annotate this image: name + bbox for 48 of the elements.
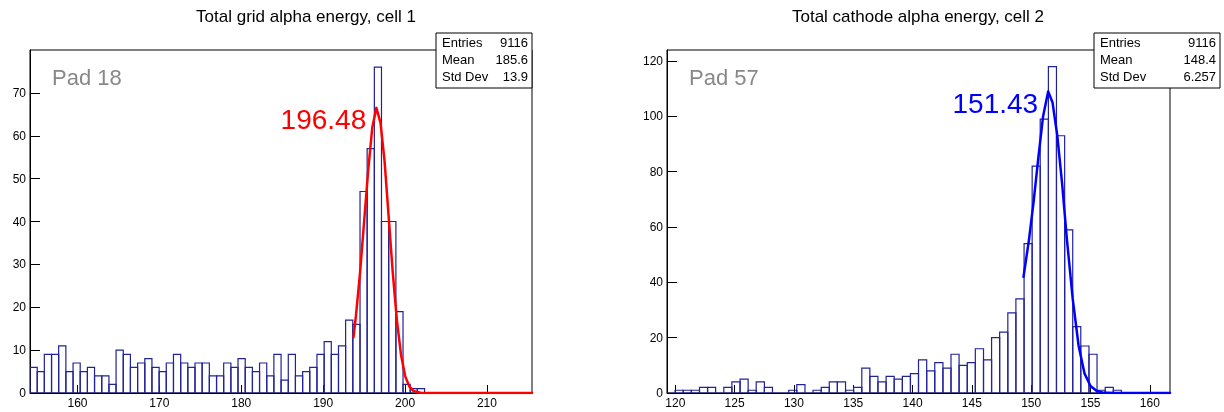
annotation: Pad 18 [52, 64, 122, 90]
y-tick-label: 60 [12, 128, 27, 143]
x-tick-label: 120 [665, 396, 686, 410]
x-tick-label: 190 [313, 396, 334, 410]
x-tick-label: 145 [961, 396, 983, 410]
annotation: Mean [442, 52, 475, 67]
x-tick-label: 130 [783, 396, 805, 410]
x-tick-label: 160 [1139, 396, 1161, 410]
annotation: 196.48 [280, 104, 367, 136]
x-tick-label: 170 [149, 396, 170, 410]
x-tick-label: 150 [1021, 396, 1042, 410]
annotation: 185.6 [495, 52, 528, 67]
y-tick-label: 0 [19, 386, 27, 400]
y-tick-label: 20 [12, 300, 27, 315]
y-tick-label: 40 [649, 275, 664, 290]
y-tick-label: 20 [649, 330, 664, 345]
text: Entries [442, 35, 483, 50]
y-tick-label: 0 [656, 386, 664, 400]
annotation: 151.43 [952, 87, 1039, 119]
text: 148.4 [1183, 52, 1216, 67]
annotation: Pad 57 [689, 64, 759, 90]
text: 9116 [1188, 35, 1216, 50]
y-tick-label: 40 [12, 214, 27, 229]
text: 6.257 [1183, 69, 1216, 84]
chart-title: Total cathode alpha energy, cell 2 [791, 7, 1045, 26]
y-tick-label: 80 [649, 164, 664, 179]
x-tick-label: 180 [231, 396, 252, 410]
y-tick-label: 10 [12, 343, 27, 358]
y-tick-label: 30 [12, 257, 27, 272]
y-tick-label: 70 [12, 85, 27, 100]
chart-title: Total grid alpha energy, cell 1 [196, 7, 416, 26]
text: 9116 [500, 35, 528, 50]
text: Entries [1100, 35, 1141, 50]
annotation: Std Dev [1100, 69, 1147, 84]
annotation: Std Dev [442, 69, 489, 84]
x-tick-label: 125 [724, 396, 745, 410]
y-tick-label: 60 [649, 220, 664, 235]
y-tick-label: 100 [642, 109, 664, 124]
y-tick-label: 50 [12, 171, 27, 186]
x-tick-label: 160 [67, 396, 88, 410]
x-tick-label: 200 [395, 396, 416, 410]
annotation: Mean [1100, 52, 1133, 67]
x-tick-label: 210 [476, 396, 498, 410]
x-tick-label: 135 [843, 396, 864, 410]
x-tick-label: 155 [1080, 396, 1101, 410]
x-tick-label: 140 [902, 396, 923, 410]
y-tick-label: 120 [642, 54, 664, 69]
annotation: 13.9 [502, 69, 528, 84]
